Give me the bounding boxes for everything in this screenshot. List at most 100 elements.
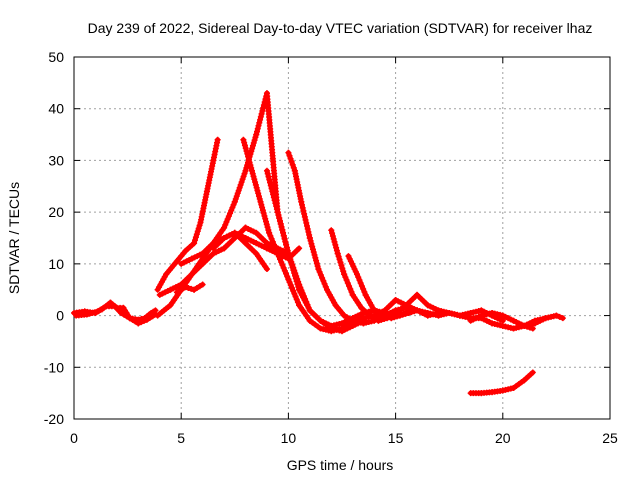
data-point xyxy=(309,246,316,253)
data-point xyxy=(293,278,300,285)
data-point xyxy=(229,204,236,211)
data-point xyxy=(255,190,262,197)
data-point xyxy=(281,235,288,242)
data-point xyxy=(221,224,228,231)
data-point xyxy=(272,200,279,207)
data-point xyxy=(301,213,308,220)
data-point xyxy=(328,227,335,234)
data-point xyxy=(320,277,327,284)
data-point xyxy=(294,281,301,288)
x-tick-label: 15 xyxy=(388,430,404,446)
data-point xyxy=(288,158,295,165)
data-point xyxy=(222,221,229,228)
data-point xyxy=(268,235,275,242)
data-point xyxy=(334,250,341,257)
data-point xyxy=(289,161,296,168)
data-point xyxy=(335,253,342,260)
data-point xyxy=(238,179,245,186)
data-point xyxy=(275,253,282,260)
data-point xyxy=(195,225,202,232)
data-point xyxy=(291,290,298,297)
data-point xyxy=(249,142,256,149)
data-point xyxy=(255,193,262,200)
data-point xyxy=(382,313,389,320)
data-point xyxy=(182,284,189,291)
data-point xyxy=(257,198,264,205)
x-tick-label: 25 xyxy=(602,430,618,446)
data-point xyxy=(264,224,271,231)
series-track-10 xyxy=(263,167,399,329)
data-point xyxy=(277,220,284,227)
data-point xyxy=(227,210,234,217)
data-point xyxy=(250,173,257,180)
data-point xyxy=(338,262,345,269)
data-point xyxy=(240,173,247,180)
data-point xyxy=(281,267,288,274)
data-point xyxy=(307,237,314,244)
data-point xyxy=(272,244,279,251)
data-point xyxy=(344,280,351,287)
data-point xyxy=(231,198,238,205)
data-point xyxy=(252,181,259,188)
data-point xyxy=(269,238,276,245)
data-point xyxy=(265,173,272,180)
data-point xyxy=(267,232,274,239)
x-tick-label: 20 xyxy=(495,430,511,446)
grid xyxy=(74,57,610,419)
data-point xyxy=(260,210,267,217)
series-band xyxy=(191,282,206,293)
data-point xyxy=(292,293,299,300)
data-point xyxy=(245,153,252,160)
data-point xyxy=(310,249,317,256)
data-point xyxy=(337,259,344,266)
data-point xyxy=(375,317,382,324)
data-point xyxy=(529,369,536,376)
series-track-18 xyxy=(467,369,536,397)
data-point xyxy=(248,167,255,174)
data-point xyxy=(355,274,362,281)
data-point xyxy=(274,250,281,257)
data-point xyxy=(280,232,287,239)
data-point xyxy=(378,316,385,323)
x-axis-label: GPS time / hours xyxy=(287,457,394,473)
data-point xyxy=(306,235,313,241)
series-band xyxy=(144,312,158,323)
data-point xyxy=(287,155,294,162)
data-point xyxy=(266,229,273,236)
data-point xyxy=(291,272,298,279)
data-point xyxy=(257,113,264,120)
x-tick-label: 5 xyxy=(177,430,185,446)
data-point xyxy=(214,136,221,143)
data-point xyxy=(247,162,254,169)
data-point xyxy=(270,194,277,201)
data-point xyxy=(270,191,277,198)
data-point xyxy=(316,268,323,275)
chart-title: Day 239 of 2022, Sidereal Day-to-day VTE… xyxy=(88,20,593,36)
x-tick-label: 0 xyxy=(70,430,78,446)
data-point xyxy=(241,142,248,149)
data-point xyxy=(299,204,306,211)
data-point xyxy=(346,283,353,290)
data-point xyxy=(357,280,364,287)
data-point xyxy=(261,212,268,219)
data-point xyxy=(243,148,250,155)
y-axis-label: SDTVAR / TECUs xyxy=(6,182,22,294)
data-point xyxy=(271,197,278,204)
data-point xyxy=(278,259,285,266)
data-point xyxy=(223,218,230,225)
series-track-3 xyxy=(154,136,221,293)
data-point xyxy=(308,240,315,247)
data-point xyxy=(259,207,266,214)
data-point xyxy=(271,241,278,248)
data-point xyxy=(303,219,310,226)
data-point xyxy=(291,270,298,277)
y-tick-label: 40 xyxy=(48,101,64,117)
y-tick-label: 30 xyxy=(48,152,64,168)
y-tick-label: 10 xyxy=(48,256,64,272)
data-point xyxy=(280,229,287,236)
data-point xyxy=(287,258,294,265)
y-tick-label: 0 xyxy=(56,308,64,324)
data-point xyxy=(251,137,258,144)
data-point xyxy=(242,167,249,174)
